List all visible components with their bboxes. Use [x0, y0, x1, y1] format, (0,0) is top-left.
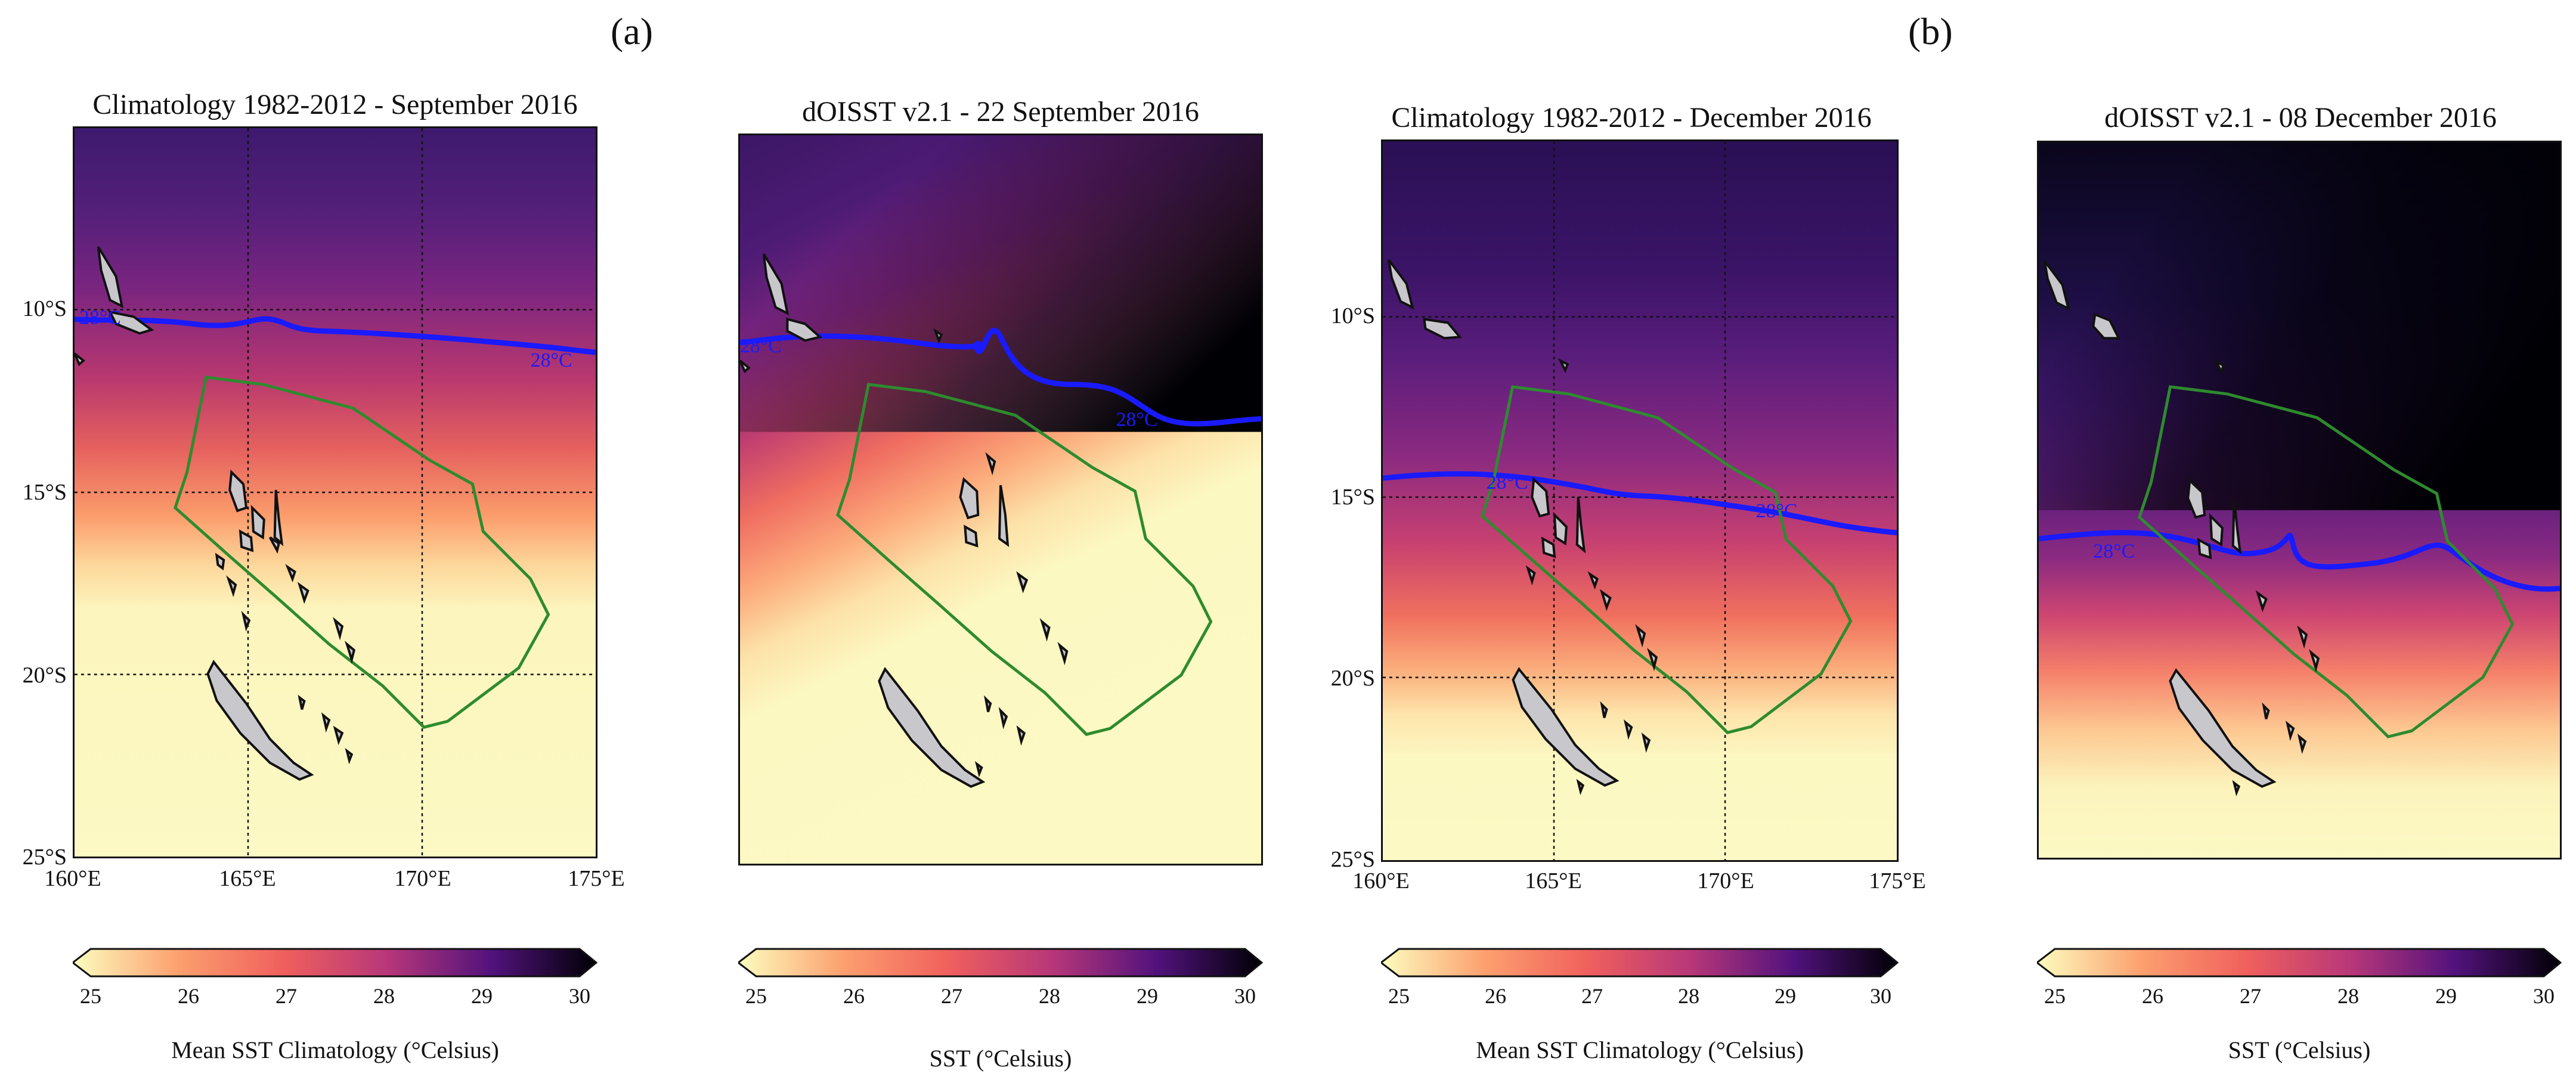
- panel-letter-b: (b): [1908, 10, 1953, 52]
- island: [333, 725, 344, 745]
- island: [298, 694, 306, 710]
- lat-label: 10°S: [1330, 303, 1375, 328]
- lat-label: 20°S: [22, 663, 67, 688]
- colorbar-label: SST (°Celsius): [929, 1045, 1072, 1072]
- lat-label: 25°S: [1330, 847, 1375, 872]
- colorbar-label: SST (°Celsius): [2228, 1037, 2371, 1063]
- island: [215, 553, 225, 570]
- contour-label: 28°C: [1116, 409, 1158, 431]
- sst-map: 28°C 28°C: [738, 134, 1263, 865]
- 28c-isotherm: [1383, 471, 1897, 536]
- vanuatu-eez-outline: [836, 383, 1213, 736]
- map-title: dOISST v2.1 - 22 September 2016: [802, 96, 1199, 128]
- sst-map: 28°C: [2037, 141, 2562, 860]
- land: [2043, 260, 2320, 797]
- sst-map: 28°C 28°C: [73, 126, 597, 858]
- colorbar: [71, 948, 598, 978]
- lat-label: 20°S: [1330, 666, 1375, 691]
- sst-map: 28°C 28°C: [1381, 139, 1899, 862]
- 28c-isotherm: [740, 328, 1261, 427]
- vanuatu-eez-outline: [2137, 385, 2515, 739]
- map-title: Climatology 1982-2012 - September 2016: [92, 89, 578, 120]
- contour-label: 28°C: [1487, 471, 1528, 494]
- contour-label: 28°C: [2093, 540, 2135, 562]
- island: [269, 536, 280, 554]
- lon-label: 175°E: [568, 866, 625, 891]
- contour-label: 28°C: [740, 335, 782, 357]
- vanuatu-eez-outline: [1480, 385, 1853, 734]
- lat-label: 15°S: [22, 480, 67, 505]
- island: [345, 747, 354, 765]
- new-caledonia: [206, 659, 314, 781]
- contour-label: 28°C: [79, 306, 121, 328]
- map-title: Climatology 1982-2012 - December 2016: [1391, 102, 1872, 134]
- island: [285, 564, 296, 583]
- lon-label: 170°E: [1697, 868, 1754, 893]
- colorbar: [736, 948, 1264, 978]
- lon-label: 165°E: [1525, 868, 1582, 893]
- lon-label: 160°E: [1352, 868, 1410, 893]
- panel-letter-a: (a): [611, 10, 654, 52]
- island: [107, 310, 154, 335]
- lon-label: 170°E: [394, 866, 451, 891]
- island: [97, 246, 124, 309]
- lon-label: 165°E: [219, 866, 276, 891]
- lat-label: 10°S: [22, 296, 67, 321]
- sst-field: [1383, 141, 1897, 860]
- vanuatu-eez-outline: [173, 376, 550, 729]
- 28c-isotherm: [75, 316, 596, 355]
- colorbar: [1379, 948, 1899, 978]
- island: [344, 640, 356, 665]
- island: [273, 489, 284, 547]
- island: [241, 610, 251, 632]
- land: [1387, 259, 1658, 796]
- island: [239, 529, 254, 553]
- map-title: dOISST v2.1 - 08 December 2016: [2104, 102, 2497, 134]
- land: [740, 253, 1069, 788]
- lat-label: 15°S: [1330, 485, 1375, 510]
- colorbar: [2035, 948, 2562, 978]
- lon-label: 160°E: [44, 866, 101, 891]
- island: [321, 712, 331, 733]
- island: [333, 617, 344, 641]
- island: [297, 582, 309, 604]
- contour-label: 28°C: [1756, 500, 1798, 522]
- land: [75, 246, 356, 781]
- island: [226, 575, 237, 597]
- island: [75, 352, 86, 367]
- colorbar-label: Mean SST Climatology (°Celsius): [1476, 1037, 1804, 1063]
- contour-label: 28°C: [531, 349, 572, 371]
- island: [228, 469, 248, 513]
- colorbar-label: Mean SST Climatology (°Celsius): [171, 1037, 499, 1063]
- 28c-isotherm: [2039, 530, 2560, 592]
- lon-label: 175°E: [1869, 868, 1926, 893]
- lat-label: 25°S: [22, 845, 67, 870]
- island: [250, 504, 265, 540]
